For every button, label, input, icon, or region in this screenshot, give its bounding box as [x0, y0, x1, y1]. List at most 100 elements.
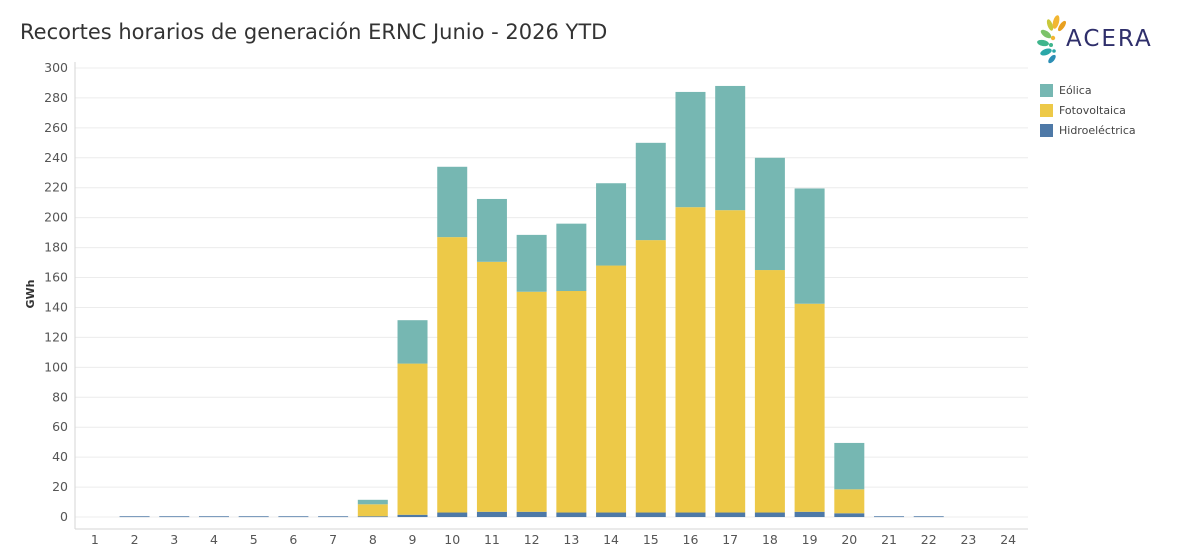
- bar-fotovoltaica: [715, 210, 746, 513]
- y-tick-label: 180: [44, 240, 68, 255]
- y-tick-label: 280: [44, 90, 68, 105]
- y-tick-label: 0: [60, 509, 68, 524]
- bar-hidroeléctrica: [754, 512, 785, 518]
- x-tick-label: 6: [289, 532, 297, 547]
- y-tick-label: 200: [44, 210, 68, 225]
- legend-item: Hidroeléctrica: [1040, 120, 1136, 140]
- legend-label: Eólica: [1059, 83, 1092, 97]
- x-tick-label: 16: [683, 532, 699, 547]
- bar-hidroeléctrica: [596, 512, 627, 518]
- bar-hidroeléctrica: [437, 512, 468, 518]
- y-axis-label: GWh: [24, 280, 37, 309]
- y-tick-label: 80: [52, 389, 68, 404]
- x-tick-label: 19: [802, 532, 818, 547]
- legend-label: Hidroeléctrica: [1059, 123, 1136, 137]
- y-tick-label: 240: [44, 150, 68, 165]
- bar-hidroeléctrica: [476, 511, 507, 518]
- legend-item: Eólica: [1040, 80, 1136, 100]
- y-tick-label: 300: [44, 60, 68, 75]
- bar-fotovoltaica: [635, 240, 666, 513]
- bar-hidroeléctrica: [198, 516, 229, 518]
- x-tick-label: 4: [210, 532, 218, 547]
- bar-eólica: [596, 183, 627, 266]
- bar-eólica: [357, 499, 388, 505]
- leaf-icon: [1037, 15, 1067, 64]
- y-tick-label: 20: [52, 479, 68, 494]
- x-tick-label: 10: [444, 532, 460, 547]
- bar-fotovoltaica: [556, 291, 587, 513]
- bar-eólica: [754, 157, 785, 271]
- bar-fotovoltaica: [437, 237, 468, 513]
- x-tick-label: 1: [91, 532, 99, 547]
- bar-eólica: [516, 234, 547, 292]
- x-tick-label: 24: [1000, 532, 1016, 547]
- x-tick-label: 23: [960, 532, 976, 547]
- legend-item: Fotovoltaica: [1040, 100, 1136, 120]
- bar-fotovoltaica: [357, 504, 388, 517]
- bar-fotovoltaica: [834, 489, 865, 514]
- bar-fotovoltaica: [675, 207, 706, 513]
- x-tick-label: 3: [170, 532, 178, 547]
- bar-hidroeléctrica: [715, 512, 746, 518]
- bar-eólica: [437, 166, 468, 238]
- legend-swatch: [1040, 123, 1053, 137]
- y-tick-label: 220: [44, 180, 68, 195]
- bar-eólica: [675, 91, 706, 208]
- y-tick-label: 120: [44, 329, 68, 344]
- x-tick-label: 13: [563, 532, 579, 547]
- bar-eólica: [635, 142, 666, 241]
- bar-eólica: [794, 188, 825, 304]
- legend-swatch: [1040, 83, 1053, 97]
- y-tick-label: 140: [44, 299, 68, 314]
- bar-hidroeléctrica: [635, 512, 666, 518]
- x-tick-label: 14: [603, 532, 619, 547]
- logo-text: ACERA: [1066, 26, 1153, 52]
- x-tick-label: 9: [409, 532, 417, 547]
- x-tick-label: 2: [131, 532, 139, 547]
- bar-hidroeléctrica: [516, 511, 547, 518]
- bar-hidroeléctrica: [913, 516, 944, 518]
- y-tick-label: 60: [52, 419, 68, 434]
- bar-hidroeléctrica: [675, 512, 706, 518]
- x-tick-label: 18: [762, 532, 778, 547]
- bar-hidroeléctrica: [159, 516, 190, 518]
- y-tick-label: 40: [52, 449, 68, 464]
- x-tick-label: 8: [369, 532, 377, 547]
- x-tick-label: 5: [250, 532, 258, 547]
- bar-hidroeléctrica: [238, 516, 269, 518]
- bar-eólica: [715, 85, 746, 211]
- bar-eólica: [556, 223, 587, 292]
- bar-hidroeléctrica: [794, 511, 825, 518]
- legend: Eólica Fotovoltaica Hidroeléctrica: [1040, 80, 1136, 140]
- bar-fotovoltaica: [794, 303, 825, 512]
- x-tick-label: 22: [921, 532, 937, 547]
- y-tick-label: 160: [44, 270, 68, 285]
- chart-title: Recortes horarios de generación ERNC Jun…: [20, 20, 608, 44]
- x-tick-label: 20: [841, 532, 857, 547]
- x-tick-label: 21: [881, 532, 897, 547]
- bar-fotovoltaica: [397, 363, 428, 515]
- bar-hidroeléctrica: [556, 512, 587, 518]
- legend-label: Fotovoltaica: [1059, 103, 1126, 117]
- bar-hidroeléctrica: [397, 514, 428, 518]
- bar-eólica: [834, 442, 865, 490]
- bar-fotovoltaica: [516, 291, 547, 512]
- bar-hidroeléctrica: [119, 516, 150, 518]
- bar-fotovoltaica: [476, 261, 507, 512]
- bar-hidroeléctrica: [278, 516, 309, 518]
- bar-fotovoltaica: [754, 270, 785, 513]
- bar-fotovoltaica: [596, 265, 627, 513]
- acera-logo: ACERA: [1036, 12, 1176, 72]
- bar-eólica: [476, 198, 507, 262]
- x-tick-label: 15: [643, 532, 659, 547]
- bar-hidroeléctrica: [357, 516, 388, 518]
- y-tick-label: 260: [44, 120, 68, 135]
- legend-swatch: [1040, 103, 1053, 117]
- bar-hidroeléctrica: [834, 513, 865, 518]
- y-tick-label: 100: [44, 359, 68, 374]
- bar-hidroeléctrica: [318, 516, 349, 518]
- x-tick-label: 12: [524, 532, 540, 547]
- bar-eólica: [397, 320, 428, 364]
- x-tick-label: 17: [722, 532, 738, 547]
